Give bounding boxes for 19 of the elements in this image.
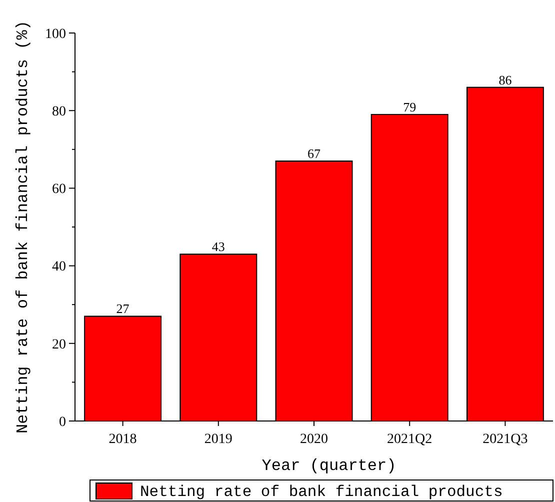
- data-label: 43: [212, 239, 225, 254]
- y-tick-label: 100: [45, 26, 66, 42]
- x-tick-label: 2021Q3: [482, 432, 528, 447]
- y-tick-label: 60: [52, 182, 66, 198]
- x-tick-label: 2020: [300, 432, 328, 447]
- data-label: 27: [116, 301, 130, 316]
- legend-label: Netting rate of bank financial products: [140, 483, 503, 501]
- x-tick-label: 2021Q2: [387, 432, 432, 447]
- y-tick-label: 20: [52, 337, 66, 352]
- data-label: 79: [403, 99, 416, 114]
- y-tick-label: 80: [52, 104, 66, 120]
- data-label: 86: [498, 72, 512, 88]
- y-axis-title: Netting rate of bank financial products (%): [14, 20, 32, 434]
- data-label: 67: [308, 146, 321, 162]
- x-tick-label: 2018: [108, 432, 137, 447]
- y-tick-label: 40: [52, 260, 66, 275]
- y-tick-label: 0: [59, 414, 66, 430]
- x-axis-title: Year (quarter): [262, 457, 396, 475]
- x-tick-label: 2019: [204, 432, 232, 447]
